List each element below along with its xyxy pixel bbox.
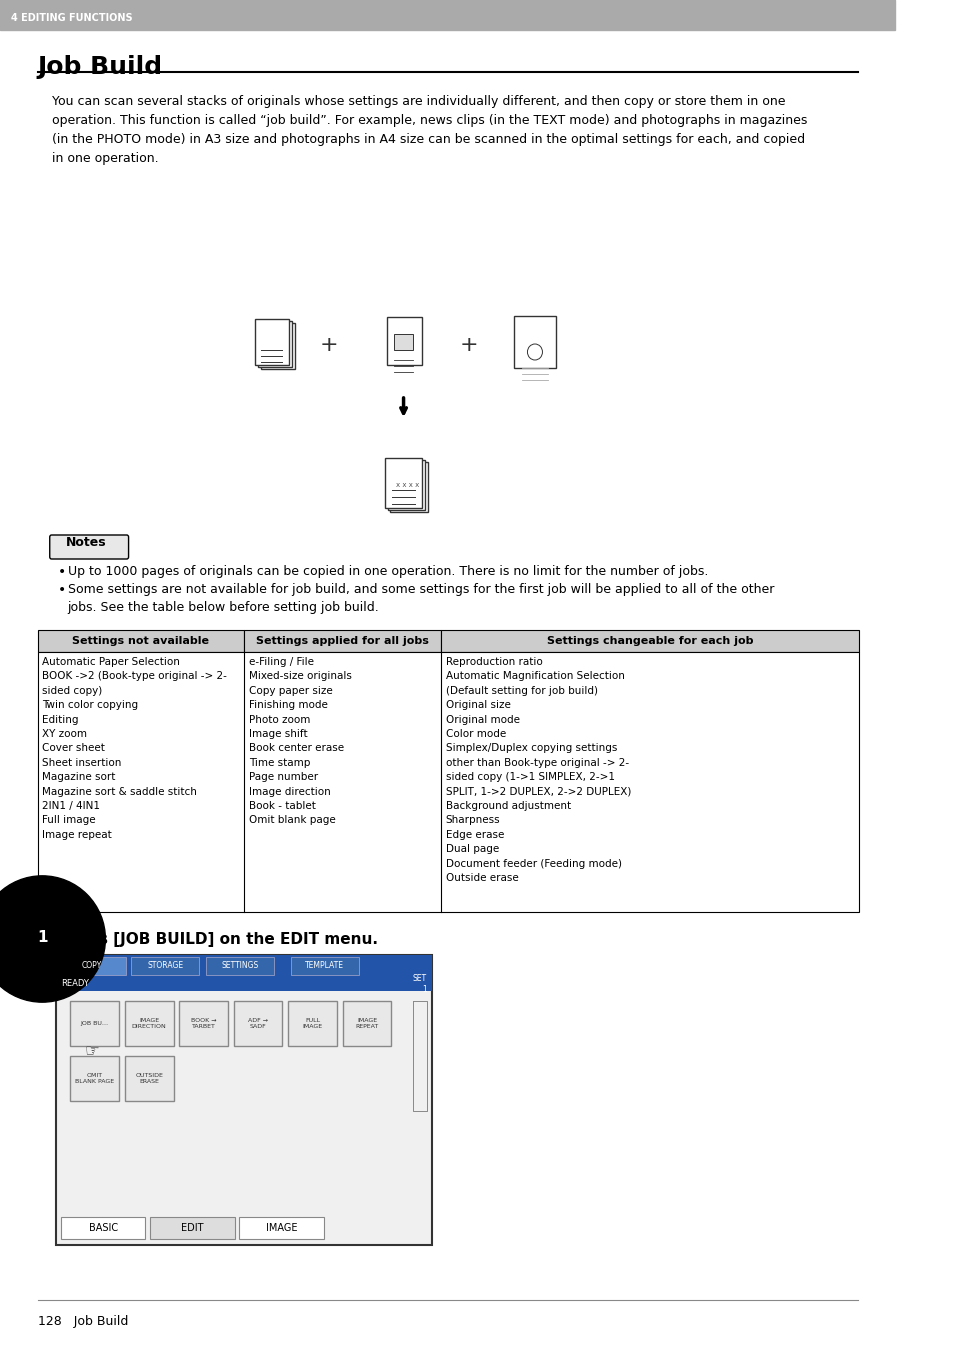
FancyBboxPatch shape bbox=[50, 535, 129, 559]
Bar bbox=[288, 1001, 336, 1046]
Bar bbox=[37, 630, 244, 653]
Text: SETTINGS: SETTINGS bbox=[221, 962, 258, 970]
Circle shape bbox=[527, 345, 542, 359]
Text: +: + bbox=[459, 335, 478, 355]
Text: 128   Job Build: 128 Job Build bbox=[37, 1315, 128, 1328]
Text: Press [JOB BUILD] on the EDIT menu.: Press [JOB BUILD] on the EDIT menu. bbox=[61, 932, 377, 947]
Bar bbox=[71, 1056, 119, 1101]
Text: EDIT: EDIT bbox=[181, 1223, 203, 1233]
Text: Settings not available: Settings not available bbox=[72, 636, 209, 646]
Text: ☞: ☞ bbox=[85, 1042, 99, 1061]
Text: OMIT
BLANK PAGE: OMIT BLANK PAGE bbox=[75, 1073, 114, 1084]
Text: x x x x: x x x x bbox=[395, 482, 419, 488]
Text: BOOK →
TARBET: BOOK → TARBET bbox=[191, 1019, 216, 1029]
Text: You can scan several stacks of originals whose settings are individually differe: You can scan several stacks of originals… bbox=[51, 95, 806, 165]
Bar bbox=[206, 957, 274, 975]
Bar bbox=[342, 1001, 391, 1046]
Bar bbox=[258, 322, 292, 367]
Text: IMAGE: IMAGE bbox=[266, 1223, 297, 1233]
Text: IMAGE
REPEAT: IMAGE REPEAT bbox=[355, 1019, 378, 1029]
Bar bbox=[61, 1217, 145, 1239]
Text: 1: 1 bbox=[36, 929, 49, 948]
Bar bbox=[387, 459, 425, 509]
Bar bbox=[440, 630, 858, 653]
Bar bbox=[125, 1056, 173, 1101]
Text: FULL
IMAGE: FULL IMAGE bbox=[302, 1019, 322, 1029]
Bar bbox=[239, 1217, 323, 1239]
Bar bbox=[390, 462, 428, 512]
Bar bbox=[233, 1001, 282, 1046]
Bar bbox=[179, 1001, 228, 1046]
Text: JOB BU…: JOB BU… bbox=[81, 1021, 109, 1025]
Text: •: • bbox=[58, 565, 67, 580]
Text: •: • bbox=[58, 584, 67, 597]
Bar bbox=[514, 316, 555, 367]
Text: ADF →
SADF: ADF → SADF bbox=[248, 1019, 268, 1029]
Bar bbox=[37, 653, 858, 912]
Bar bbox=[132, 957, 199, 975]
Bar bbox=[255, 319, 289, 365]
Text: COPY: COPY bbox=[82, 962, 102, 970]
Bar bbox=[394, 334, 413, 350]
Bar bbox=[386, 317, 422, 365]
Bar bbox=[71, 1001, 119, 1046]
Text: e-Filing / File
Mixed-size originals
Copy paper size
Finishing mode
Photo zoom
I: e-Filing / File Mixed-size originals Cop… bbox=[249, 657, 352, 825]
Bar bbox=[260, 323, 294, 369]
Text: SET
1: SET 1 bbox=[413, 974, 427, 994]
Text: Some settings are not available for job build, and some settings for the first j: Some settings are not available for job … bbox=[68, 584, 773, 613]
Text: 4 EDITING FUNCTIONS: 4 EDITING FUNCTIONS bbox=[11, 14, 132, 23]
Bar bbox=[0, 0, 895, 30]
Bar bbox=[384, 458, 422, 508]
Text: TEMPLATE: TEMPLATE bbox=[305, 962, 344, 970]
Text: Up to 1000 pages of originals can be copied in one operation. There is no limit : Up to 1000 pages of originals can be cop… bbox=[68, 565, 707, 578]
Text: Notes: Notes bbox=[66, 536, 106, 550]
Bar bbox=[56, 977, 432, 992]
Text: OUTSIDE
ERASE: OUTSIDE ERASE bbox=[135, 1073, 163, 1084]
Text: STORAGE: STORAGE bbox=[147, 962, 183, 970]
Text: Reproduction ratio
Automatic Magnification Selection
(Default setting for job bu: Reproduction ratio Automatic Magnificati… bbox=[445, 657, 631, 884]
Text: Automatic Paper Selection
BOOK ->2 (Book-type original -> 2-
sided copy)
Twin co: Automatic Paper Selection BOOK ->2 (Book… bbox=[42, 657, 227, 840]
Text: Settings changeable for each job: Settings changeable for each job bbox=[546, 636, 752, 646]
Bar bbox=[125, 1001, 173, 1046]
Text: Settings applied for all jobs: Settings applied for all jobs bbox=[255, 636, 429, 646]
Bar bbox=[150, 1217, 234, 1239]
Bar bbox=[56, 955, 432, 1246]
Bar bbox=[291, 957, 358, 975]
Text: Job Build: Job Build bbox=[37, 55, 163, 78]
Bar bbox=[56, 955, 432, 977]
Bar bbox=[244, 630, 440, 653]
Text: +: + bbox=[319, 335, 337, 355]
Bar bbox=[58, 957, 126, 975]
Text: 1: 1 bbox=[37, 929, 48, 944]
Text: IMAGE
DIRECTION: IMAGE DIRECTION bbox=[132, 1019, 167, 1029]
Text: BASIC: BASIC bbox=[89, 1223, 117, 1233]
Text: READY: READY bbox=[61, 979, 89, 989]
